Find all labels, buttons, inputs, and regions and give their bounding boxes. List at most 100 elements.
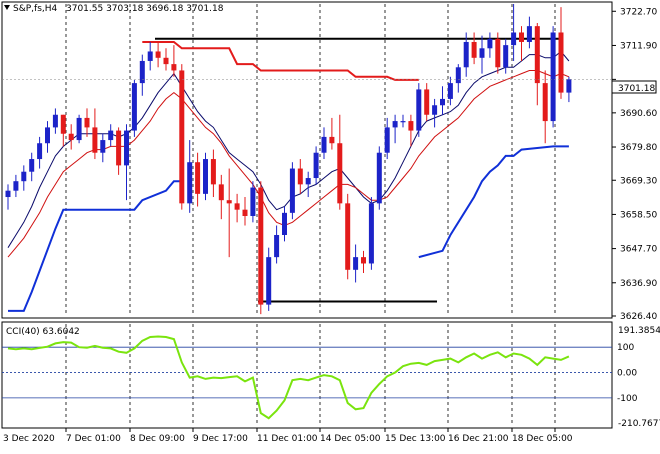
candle: [329, 117, 335, 150]
candle-body: [37, 143, 43, 160]
candle: [282, 206, 287, 242]
cci-scale-top: 191.3854: [618, 326, 660, 336]
price-tick-label: 3658.50: [620, 210, 657, 220]
candle-body: [345, 203, 351, 270]
candle: [487, 32, 493, 58]
stop-lines: [8, 41, 569, 312]
cci-level-label: 0.00: [617, 369, 637, 379]
candle: [455, 64, 461, 93]
symbol-label: S&P,fs,H4: [13, 4, 58, 14]
candle-body: [337, 143, 343, 204]
candle: [195, 152, 201, 207]
candle-body: [400, 121, 406, 123]
candle: [313, 146, 319, 185]
candle-body: [179, 70, 185, 204]
candle: [542, 70, 548, 144]
candle: [361, 250, 366, 273]
candle-body: [503, 45, 509, 68]
time-tick-label: 8 Dec 09:00: [130, 434, 185, 444]
candle-body: [187, 162, 193, 204]
candle: [21, 165, 27, 191]
candle: [147, 41, 153, 71]
candle-body: [100, 140, 106, 153]
candle-body: [68, 133, 74, 141]
candle: [60, 114, 66, 147]
candle-body: [392, 121, 398, 128]
ohlc-label: 3701.55 3703.18 3696.18 3701.18: [66, 4, 224, 14]
candle: [139, 54, 145, 96]
candle: [5, 184, 11, 210]
candle-body: [511, 32, 517, 46]
chart-header: S&P,fs,H4 3701.55 3703.18 3696.18 3701.1…: [4, 4, 224, 14]
candle-body: [313, 152, 319, 179]
candle: [203, 152, 208, 201]
time-tick-label: 14 Dec 05:00: [320, 434, 381, 444]
cci-line: [7, 335, 570, 420]
cci-label: CCI(40) 63.6042: [6, 327, 80, 337]
candle-body: [13, 181, 19, 191]
price-tick-label: 3711.90: [620, 41, 657, 51]
candle: [463, 32, 469, 77]
price-tick-label: 3669.30: [620, 176, 657, 186]
candle-body: [116, 130, 122, 166]
candle-body: [353, 257, 359, 270]
stop-line-red: [142, 41, 419, 81]
candle: [408, 114, 414, 147]
time-tick-label: 15 Dec 13:00: [385, 434, 446, 444]
candle-body: [131, 83, 137, 131]
cci-scale-bottom: -210.7677: [618, 419, 660, 429]
candle-body: [108, 130, 114, 141]
current-price-tag: 3701.18: [611, 80, 657, 94]
candle: [250, 181, 256, 223]
price-tick-label: 3679.80: [620, 143, 657, 153]
candle: [242, 197, 248, 226]
candle: [92, 108, 98, 160]
candle: [305, 171, 311, 198]
time-axis: 3 Dec 2020 7 Dec 01:00 8 Dec 09:00 9 Dec 17…: [3, 428, 573, 444]
current-price-value: 3701.18: [618, 84, 655, 94]
candle: [566, 76, 572, 103]
candle-body: [274, 234, 280, 258]
candle-body: [566, 79, 572, 93]
candle: [266, 247, 272, 311]
candle: [258, 181, 264, 315]
candle: [289, 162, 295, 220]
cci-indicator: 100 0.00 -100: [2, 335, 638, 420]
ma-fast-line: [7, 50, 570, 248]
candle-body: [266, 257, 272, 305]
candle: [432, 98, 438, 128]
candle-body: [139, 60, 145, 84]
price-tick-label: 3690.60: [620, 109, 657, 119]
candle: [37, 136, 43, 169]
candle-body: [297, 168, 303, 185]
candle-body: [447, 83, 453, 99]
candle: [210, 149, 216, 198]
candle: [519, 26, 524, 61]
candle-body: [542, 83, 548, 122]
candle: [131, 79, 137, 137]
candle: [479, 35, 485, 74]
candle: [218, 174, 224, 220]
price-tick-label: 3647.70: [620, 245, 657, 255]
candle: [511, 4, 517, 61]
cci-level-label: 100: [617, 343, 634, 353]
candle: [558, 7, 564, 99]
candles[interactable]: [5, 4, 572, 315]
candle-body: [526, 26, 532, 42]
candle-body: [558, 32, 564, 93]
candle-body: [519, 32, 524, 42]
time-tick-label: 3 Dec 2020: [3, 434, 55, 444]
candle-body: [226, 200, 232, 204]
candle-body: [495, 38, 501, 68]
candle: [29, 152, 35, 182]
candle-body: [463, 41, 469, 68]
main-panel-frame: [1, 1, 613, 319]
candle: [84, 108, 90, 137]
candle: [503, 38, 509, 74]
collapse-triangle-icon[interactable]: [4, 5, 10, 10]
price-tick-label: 3722.70: [620, 7, 657, 17]
time-tick-label: 7 Dec 01:00: [66, 434, 121, 444]
price-axis: 3722.70 3711.90 3690.60 3679.80 3669.30 3658.…: [2, 7, 657, 322]
candle-body: [487, 38, 493, 49]
